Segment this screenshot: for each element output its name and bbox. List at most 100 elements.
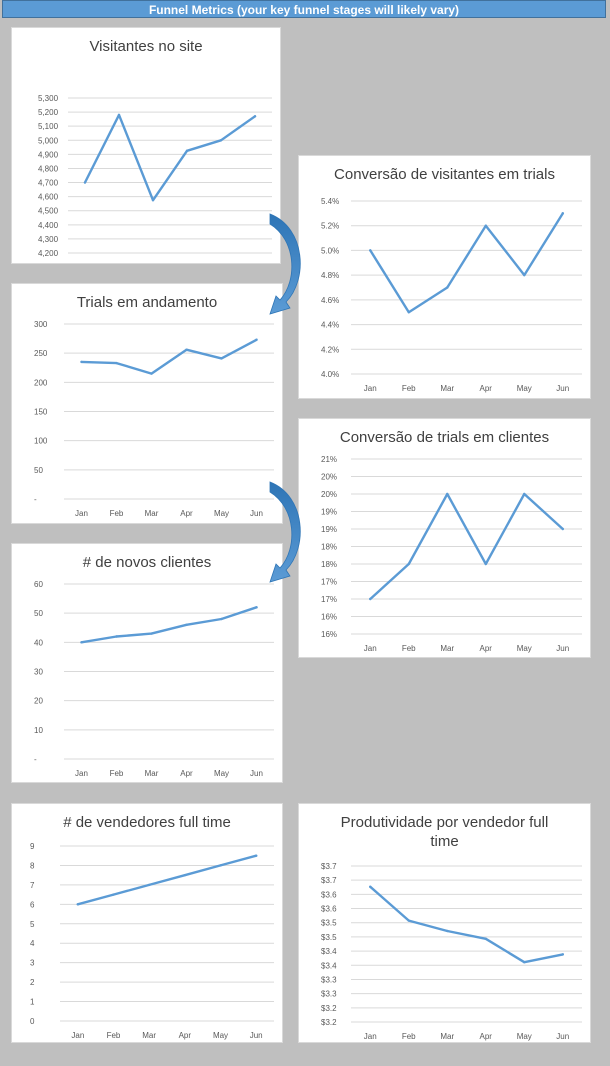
y-tick-label: $3.7 — [321, 876, 337, 885]
data-point — [484, 562, 487, 566]
x-tick-label: Feb — [402, 644, 416, 653]
x-tick-label: Apr — [180, 769, 193, 778]
x-tick-label: Jun — [250, 1031, 263, 1040]
data-point — [446, 929, 449, 933]
y-tick-label: 4,200 — [38, 249, 59, 258]
data-point — [76, 903, 80, 906]
y-tick-label: $3.6 — [321, 905, 337, 914]
data-point — [150, 632, 153, 635]
data-point — [407, 919, 410, 922]
chart-title: # de novos clientes — [83, 554, 211, 571]
chart-novos-clientes: # de novos clientes - 10 20 30 40 50 60 Jan Feb Ma… — [11, 543, 283, 783]
y-tick-label: $3.6 — [321, 890, 337, 899]
chart-title: Visitantes no site — [89, 38, 202, 55]
series-line-conversao-visitantes — [369, 212, 564, 314]
x-tick-label: Jun — [250, 769, 263, 778]
y-tick-label: 50 — [34, 609, 43, 618]
x-tick-label: Apr — [480, 1032, 493, 1041]
funnel-metrics-banner: Funnel Metrics (your key funnel stages w… — [2, 0, 606, 18]
series-line-conversao-trials — [369, 492, 564, 601]
data-point — [484, 224, 487, 227]
series-line-vendedores — [76, 854, 258, 906]
y-tick-label: 100 — [34, 437, 48, 446]
x-tick-label: Feb — [107, 1031, 121, 1040]
y-tick-label: 9 — [30, 842, 35, 851]
y-tick-label: 1 — [30, 998, 35, 1007]
banner-title: Funnel Metrics (your key funnel stages w… — [148, 3, 460, 17]
y-tick-label: - — [34, 495, 37, 504]
y-tick-label: 5,000 — [38, 136, 59, 145]
y-tick-label: 2 — [30, 978, 35, 987]
y-tick-label: 4,800 — [38, 164, 59, 173]
y-tick-label: 20% — [321, 490, 337, 499]
y-tick-label: 5,300 — [38, 94, 59, 103]
y-tick-label: 3 — [30, 959, 35, 968]
y-tick-label: $3.3 — [321, 990, 337, 999]
y-tick-label: $3.2 — [321, 1018, 337, 1027]
data-point — [151, 198, 155, 202]
data-point — [83, 181, 87, 184]
x-tick-label: Jan — [364, 1032, 377, 1041]
y-tick-label: 4,700 — [38, 179, 59, 188]
chart-vendedores: # de vendedores full time 0 1 2 3 4 5 6 7 8 9 Jan Fe… — [11, 803, 283, 1043]
y-tick-label: 21% — [321, 455, 337, 464]
data-point — [561, 527, 564, 531]
x-tick-label: Mar — [440, 384, 454, 393]
series-line-produtividade — [369, 885, 564, 964]
y-tick-label: 6 — [30, 900, 35, 909]
chart-svg-conversao-visitantes: Conversão de visitantes em trials 4.0% 4.2… — [321, 166, 582, 393]
data-point — [112, 893, 115, 896]
y-tick-label: 50 — [34, 466, 43, 475]
y-tick-label: 8 — [30, 861, 35, 870]
y-tick-label: 19% — [321, 508, 337, 517]
data-point — [147, 883, 151, 887]
x-tick-label: Apr — [179, 1031, 192, 1040]
data-point — [369, 597, 372, 601]
data-point — [255, 338, 258, 341]
y-tick-label: $3.4 — [321, 961, 337, 970]
data-point — [115, 361, 118, 365]
x-tick-label: May — [517, 644, 532, 653]
data-point — [219, 864, 222, 867]
x-tick-label: May — [214, 509, 229, 518]
x-tick-label: Jan — [71, 1031, 84, 1040]
x-tick-label: Jun — [250, 509, 263, 518]
y-tick-label: $3.4 — [321, 947, 337, 956]
data-point — [117, 113, 121, 117]
data-point — [561, 953, 564, 956]
x-tick-label: Jun — [556, 1032, 569, 1041]
y-tick-label: 20% — [321, 473, 337, 482]
chart-title: time — [430, 833, 458, 850]
chart-produtividade: Produtividade por vendedor full time $3.2 $… — [298, 803, 591, 1043]
x-tick-label: Jan — [364, 384, 377, 393]
chart-visitantes: Visitantes no site 4,200 4,300 4,400 4,500 4,… — [11, 27, 281, 264]
chart-svg-conversao-trials: Conversão de trials em clientes 16% 16% 17%… — [321, 429, 582, 653]
y-tick-label: 5 — [30, 920, 35, 929]
chart-svg-visitantes: Visitantes no site 4,200 4,300 4,400 4,500 4,… — [38, 38, 272, 258]
y-tick-label: 10 — [34, 726, 43, 735]
x-tick-label: May — [213, 1031, 228, 1040]
chart-title: Conversão de trials em clientes — [340, 429, 549, 446]
y-tick-label: 30 — [34, 668, 43, 677]
x-tick-label: Jan — [364, 644, 377, 653]
y-tick-label: 16% — [321, 613, 337, 622]
data-point — [523, 273, 526, 277]
data-point — [484, 937, 487, 940]
y-tick-label: 19% — [321, 525, 337, 534]
y-tick-label: 200 — [34, 378, 48, 387]
chart-title: Trials em andamento — [77, 294, 217, 311]
data-point — [369, 885, 372, 888]
y-tick-label: 4,300 — [38, 235, 59, 244]
x-tick-label: Mar — [145, 769, 159, 778]
chart-svg-trials: Trials em andamento - 50 100 150 200 250 300 Jan… — [34, 294, 274, 518]
y-tick-label: 4 — [30, 939, 35, 948]
y-tick-label: 4,900 — [38, 150, 59, 159]
data-point — [407, 562, 410, 566]
data-point — [254, 854, 258, 857]
series-line-novos-clientes — [80, 606, 258, 644]
flow-arrow-icon-2 — [269, 481, 301, 583]
y-tick-label: 300 — [34, 320, 48, 329]
x-tick-label: Jan — [75, 509, 88, 518]
x-tick-label: Feb — [110, 509, 124, 518]
chart-title: Produtividade por vendedor full — [341, 814, 549, 831]
